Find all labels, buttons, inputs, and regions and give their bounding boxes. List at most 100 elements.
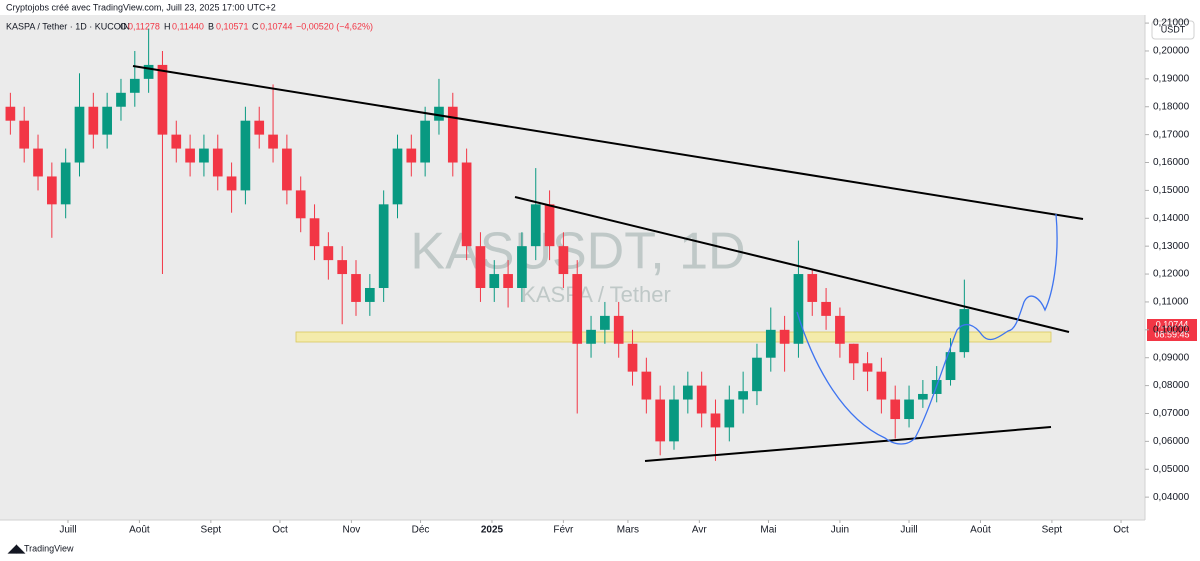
candle-body xyxy=(696,385,707,414)
candle-body xyxy=(323,246,334,261)
y-tick-label: 0,17000 xyxy=(1153,129,1190,140)
y-tick-label: 0,09000 xyxy=(1153,352,1190,363)
symbol: KASPA / Tether · 1D · KUCOIN xyxy=(6,21,130,31)
candle-body xyxy=(74,106,85,163)
candle-body xyxy=(434,106,444,121)
candle-body xyxy=(268,134,278,149)
x-tick-label: Mars xyxy=(617,525,639,536)
candle-body xyxy=(613,315,624,344)
trendline xyxy=(514,196,1070,333)
ohlc-change: −0,00520 (−4,62%) xyxy=(296,21,373,31)
candle-body xyxy=(282,148,292,191)
x-tick-label: Août xyxy=(970,525,991,536)
candle-body xyxy=(862,363,873,372)
candle-body xyxy=(724,399,735,428)
candle-body xyxy=(669,399,679,442)
candle-body xyxy=(351,274,361,302)
ohlc-value: 0,10571 xyxy=(216,21,249,31)
y-tick-label: 0,18000 xyxy=(1153,101,1190,112)
trendline xyxy=(644,426,1052,462)
candle-body xyxy=(171,134,182,149)
currency-label[interactable]: USDT xyxy=(1161,24,1186,34)
candle-body xyxy=(821,301,831,316)
ohlc-key: B xyxy=(208,21,214,31)
y-tick-label: 0,06000 xyxy=(1153,436,1190,447)
x-tick-label: Avr xyxy=(692,525,707,536)
ohlc-key: H xyxy=(164,21,171,31)
y-tick-label: 0,19000 xyxy=(1153,73,1190,84)
candle-body xyxy=(116,92,126,107)
y-tick-label: 0,20000 xyxy=(1153,46,1190,57)
legend: KASPA / Tether · 1D · KUCOIN O 0,11278 H 0,… xyxy=(6,21,373,31)
candle-body xyxy=(752,357,762,392)
candle-body xyxy=(337,260,348,275)
candle-body xyxy=(904,399,914,420)
candle-body xyxy=(143,64,154,79)
candle-body xyxy=(586,329,596,344)
x-tick-label: Oct xyxy=(1113,525,1129,536)
candle-body xyxy=(392,148,403,205)
candle-body xyxy=(517,246,527,288)
x-tick-label: Juill xyxy=(900,525,917,536)
candle-body xyxy=(779,329,790,344)
candle-body xyxy=(129,78,140,93)
ohlc-key: C xyxy=(252,21,259,31)
x-tick-label: 2025 xyxy=(481,525,504,536)
candles xyxy=(5,28,970,461)
y-tick-label: 0,15000 xyxy=(1153,185,1190,196)
candle-body xyxy=(364,287,375,302)
candle-body xyxy=(240,120,251,191)
brand: TradingView xyxy=(24,543,74,553)
candle-body xyxy=(503,274,513,288)
candle-body xyxy=(47,176,57,205)
candle-body xyxy=(627,343,638,372)
x-tick-label: Nov xyxy=(343,525,361,536)
x-tick-label: Juill xyxy=(59,525,76,536)
y-tick-label: 0,12000 xyxy=(1153,269,1190,280)
x-tick-label: Sept xyxy=(201,525,222,536)
candle-body xyxy=(765,329,776,358)
y-tick-label: 0,11000 xyxy=(1153,297,1189,308)
candle-body xyxy=(102,106,112,135)
candle-body xyxy=(406,148,417,163)
price-tag-price: 0,10744 xyxy=(1156,319,1189,329)
x-tick-label: Oct xyxy=(272,525,288,536)
candle-body xyxy=(378,204,389,288)
ohlc-value: 0,11440 xyxy=(172,21,204,31)
watermark-ticker: KASUSDT, 1D xyxy=(410,223,745,281)
candle-body xyxy=(600,315,610,330)
candle-body xyxy=(475,246,486,288)
candle-body xyxy=(682,385,693,400)
price-tag-countdown: 08:59:45 xyxy=(1154,329,1189,339)
candle-body xyxy=(295,190,306,219)
candle-body xyxy=(544,204,555,247)
candle-body xyxy=(212,148,223,177)
candle-body xyxy=(738,391,748,400)
candle-body xyxy=(835,315,845,344)
candle-body xyxy=(876,371,887,400)
y-tick-label: 0,16000 xyxy=(1153,157,1190,168)
candle-body xyxy=(226,176,237,191)
x-tick-label: Mai xyxy=(760,525,776,536)
x-tick-label: Sept xyxy=(1042,525,1063,536)
x-tick-label: Déc xyxy=(412,525,430,536)
candle-body xyxy=(88,106,99,135)
candle-body xyxy=(33,148,43,177)
brand-logo: ◢◣ xyxy=(7,543,25,555)
y-tick-label: 0,21000 xyxy=(1153,18,1190,29)
trendline xyxy=(132,65,1084,220)
candle-body xyxy=(60,162,71,205)
candle-body xyxy=(5,106,16,121)
y-tick-label: 0,14000 xyxy=(1153,213,1190,224)
support-zone xyxy=(295,331,1052,343)
candle-body xyxy=(655,399,666,442)
candle-body xyxy=(558,246,569,275)
candle-body xyxy=(572,274,583,344)
x-tick-label: Févr xyxy=(553,525,574,536)
candle-body xyxy=(945,352,956,381)
candle-body xyxy=(848,343,859,364)
currency-button[interactable] xyxy=(1151,20,1195,40)
projection-curve xyxy=(796,213,1058,445)
